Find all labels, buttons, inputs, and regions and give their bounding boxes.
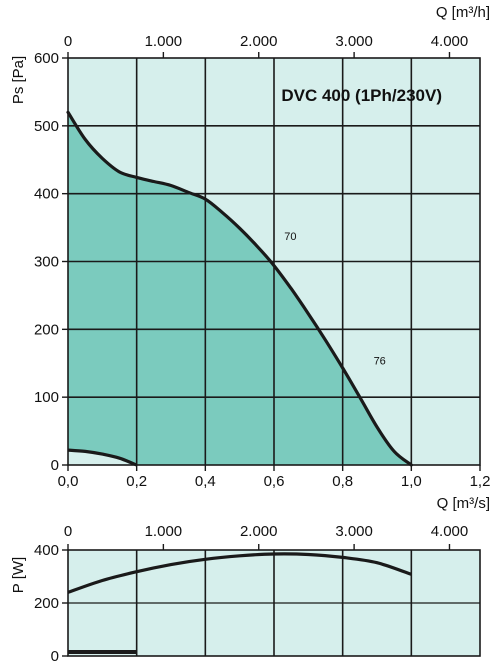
pressure-x-ticks: 0,0 0,2 0,4 0,6 0,8 1,0 1,2 (58, 465, 491, 490)
power-chart: 0 200 400 0 1.000 2.000 3.000 4.000 P [W] (10, 523, 481, 665)
pressure-y-tick-label: 600 (34, 50, 59, 67)
power-x2-tick-label: 3.000 (335, 523, 373, 540)
pressure-curve-main (66, 110, 413, 467)
power-y-ticks: 0 200 400 (34, 542, 68, 665)
power-x2-tick-label: 0 (64, 523, 72, 540)
pressure-y-tick-label: 300 (34, 254, 59, 271)
pressure-x-tick-label: 0,8 (332, 473, 353, 490)
pressure-operating-area (68, 112, 412, 466)
pressure-y-tick-label: 100 (34, 389, 59, 406)
pressure-y-tick-label: 500 (34, 118, 59, 135)
power-x2-tick-label: 2.000 (240, 523, 278, 540)
curve-label-70: 70 (284, 231, 296, 243)
pressure-x2-tick-label: 2.000 (240, 33, 278, 50)
chart-title: DVC 400 (1Ph/230V) (281, 86, 442, 105)
power-y-tick-label: 0 (51, 648, 59, 665)
pressure-x-tick-label: 0,6 (264, 473, 285, 490)
pressure-y-ticks: 0 100 200 300 400 500 600 (34, 50, 68, 474)
pressure-y-tick-label: 400 (34, 186, 59, 203)
curve-label-76: 76 (374, 356, 386, 368)
pressure-x2-ticks: 0 1.000 2.000 3.000 4.000 (64, 33, 468, 58)
power-x2-ticks: 0 1.000 2.000 3.000 4.000 (64, 523, 468, 550)
pressure-chart: 0 100 200 300 400 500 600 0,0 0,2 0,4 0,6 0,8 1,0 1,… (10, 4, 490, 512)
power-curve-main (67, 552, 412, 594)
pressure-grid (68, 58, 480, 465)
power-y-tick-label: 200 (34, 595, 59, 612)
pressure-x-tick-label: 0,0 (58, 473, 79, 490)
pressure-x-tick-label: 0,4 (195, 473, 216, 490)
pressure-x-axis-title: Q [m³/s] (437, 495, 490, 512)
pressure-x2-tick-label: 4.000 (431, 33, 469, 50)
pressure-y-tick-label: 200 (34, 321, 59, 338)
power-y-tick-label: 400 (34, 542, 59, 559)
power-x2-tick-label: 4.000 (431, 523, 469, 540)
pressure-y-axis-title: Ps [Pa] (10, 56, 27, 104)
pressure-x-tick-label: 1,0 (401, 473, 422, 490)
pressure-x-tick-label: 0,2 (126, 473, 147, 490)
pressure-y-tick-label: 0 (51, 457, 59, 474)
pressure-x-tick-label: 1,2 (470, 473, 491, 490)
power-grid (68, 550, 480, 656)
power-x2-tick-label: 1.000 (145, 523, 183, 540)
pressure-x2-tick-label: 1.000 (145, 33, 183, 50)
pressure-x2-tick-label: 0 (64, 33, 72, 50)
power-y-axis-title: P [W] (10, 557, 27, 593)
pressure-x2-tick-label: 3.000 (335, 33, 373, 50)
pressure-x2-axis-title: Q [m³/h] (436, 4, 490, 21)
pressure-curve-low (67, 448, 138, 467)
